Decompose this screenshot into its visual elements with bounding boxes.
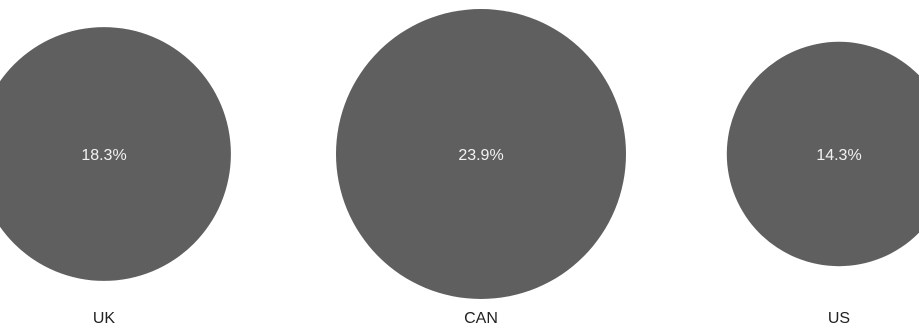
bubble-group-us: 14.3% US — [726, 41, 919, 327]
bubble-value-label-us: 14.3% — [816, 147, 861, 164]
bubble-us — [726, 41, 919, 267]
bubble-uk — [0, 27, 231, 281]
bubble-group-uk: 18.3% UK — [0, 27, 231, 327]
category-label-uk: UK — [93, 310, 116, 327]
bubble-value-label-can: 23.9% — [458, 147, 503, 164]
bubble-group-can: 23.9% CAN — [336, 9, 626, 327]
category-label-us: US — [828, 310, 850, 327]
bubble-can — [336, 9, 626, 299]
bubble-value-label-uk: 18.3% — [81, 147, 126, 164]
category-label-can: CAN — [464, 310, 498, 327]
